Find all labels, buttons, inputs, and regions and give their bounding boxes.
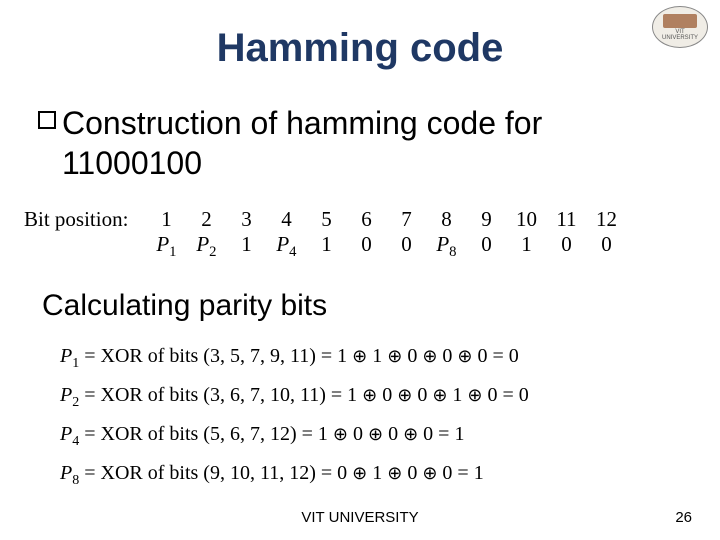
- footer-university: VIT UNIVERSITY: [0, 509, 720, 526]
- bit-value-cell: 0: [466, 232, 506, 261]
- bit-position-cell: 10: [506, 207, 546, 232]
- bullet-line2: 11000100: [62, 145, 202, 181]
- bit-value-cell: 0: [346, 232, 386, 261]
- logo-text-bottom: UNIVERSITY: [662, 35, 698, 41]
- bit-position-cell: 4: [266, 207, 306, 232]
- bit-value-cell: 0: [586, 232, 626, 261]
- slide-title: Hamming code: [0, 0, 720, 71]
- bit-position-cell: 7: [386, 207, 426, 232]
- bit-value-cell: 0: [386, 232, 426, 261]
- bit-position-cell: 3: [226, 207, 266, 232]
- bullet-text: Construction of hamming code for 1100010…: [62, 103, 542, 183]
- square-bullet-icon: [38, 111, 56, 129]
- bit-position-cell: 6: [346, 207, 386, 232]
- bit-position-cell: 5: [306, 207, 346, 232]
- bit-position-cell: 2: [186, 207, 226, 232]
- bit-value-cell: P1: [146, 232, 186, 261]
- bit-position-table: Bit position: 123456789101112 P1P21P4100…: [20, 207, 720, 261]
- parity-row: P2 = XOR of bits (3, 6, 7, 10, 11) = 1 ⊕…: [60, 384, 720, 411]
- bit-value-cell: 1: [226, 232, 266, 261]
- bit-value-cell: P8: [426, 232, 466, 261]
- bit-position-cell: 9: [466, 207, 506, 232]
- parity-row: P1 = XOR of bits (3, 5, 7, 9, 11) = 1 ⊕ …: [60, 345, 720, 372]
- bit-position-label: Bit position:: [20, 207, 146, 232]
- bullet-item: Construction of hamming code for 1100010…: [38, 103, 720, 183]
- parity-row: P4 = XOR of bits (5, 6, 7, 12) = 1 ⊕ 0 ⊕…: [60, 423, 720, 450]
- parity-calculations: P1 = XOR of bits (3, 5, 7, 9, 11) = 1 ⊕ …: [60, 345, 720, 489]
- university-logo: VIT UNIVERSITY: [652, 6, 708, 48]
- footer-page-number: 26: [675, 509, 692, 526]
- parity-row: P8 = XOR of bits (9, 10, 11, 12) = 0 ⊕ 1…: [60, 462, 720, 489]
- bit-value-cell: 0: [546, 232, 586, 261]
- bit-position-cell: 1: [146, 207, 186, 232]
- bit-value-cell: 1: [506, 232, 546, 261]
- bit-value-cell: 1: [306, 232, 346, 261]
- bit-position-cell: 12: [586, 207, 626, 232]
- bullet-line1: Construction of hamming code for: [62, 105, 542, 141]
- calc-heading: Calculating parity bits: [42, 289, 720, 323]
- bit-position-cell: 8: [426, 207, 466, 232]
- bit-value-cell: P4: [266, 232, 306, 261]
- bit-value-cell: P2: [186, 232, 226, 261]
- bit-position-cell: 11: [546, 207, 586, 232]
